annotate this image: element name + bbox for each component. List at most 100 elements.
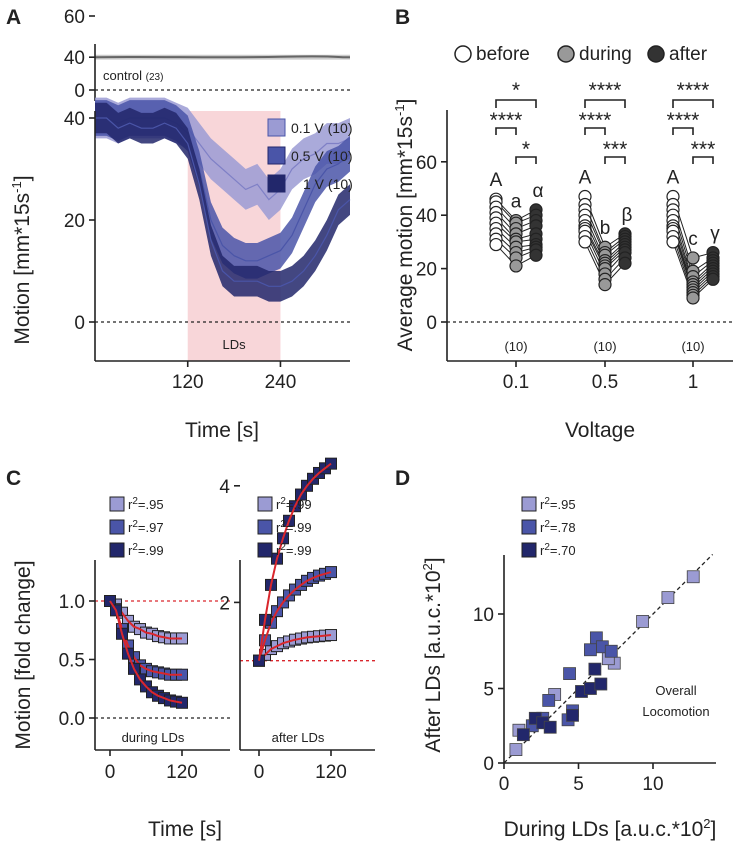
legend-swatch <box>267 118 286 137</box>
y-tick-label: 0.5 <box>59 651 85 672</box>
point-before <box>489 237 503 252</box>
point-before <box>578 235 592 249</box>
significance-during-after: *** <box>691 138 716 161</box>
legend-label: r2=.95 <box>540 496 576 512</box>
panel-c-label: C <box>6 467 21 490</box>
bracket-during-after <box>692 156 714 164</box>
bracket-during-after <box>604 156 626 164</box>
y-axis-label: After LDs [a.u.c.*102] <box>420 557 445 752</box>
legend-swatch <box>267 146 286 165</box>
n-label: (10) <box>681 339 704 354</box>
y-tick-label: 20 <box>416 260 437 281</box>
x-tick-label: 120 <box>166 762 198 783</box>
legend-label: after <box>669 44 708 65</box>
significance-before-after: **** <box>589 79 622 102</box>
group-letter: b <box>600 218 611 239</box>
group-letter: γ <box>710 224 720 245</box>
legend-swatch <box>521 519 537 535</box>
group-letter: β <box>622 205 633 226</box>
legend-marker <box>647 45 665 63</box>
panel-d-label: D <box>395 467 410 490</box>
fit-curve <box>258 634 332 662</box>
data-point <box>686 570 700 584</box>
legend-label: r2=.78 <box>540 519 576 535</box>
data-point <box>636 615 649 628</box>
data-point <box>584 643 597 657</box>
data-point <box>509 743 523 756</box>
x-tick-label: 0 <box>254 762 265 783</box>
legend-label: r2=.99 <box>128 542 164 558</box>
chart-a: 0 40 control (23) LDs 0 20 40 60 120 240 Time [s] M… <box>9 7 353 442</box>
legend-label: 1 V (10) <box>303 176 353 192</box>
subplot-label: during LDs <box>122 730 185 745</box>
legend-label: r2=.97 <box>128 519 164 535</box>
x-axis-label: Voltage <box>565 419 635 442</box>
group-letter: a <box>511 192 522 213</box>
legend-label: r2=.99 <box>276 542 312 558</box>
x-tick-label: 0 <box>499 774 510 795</box>
significance-before-during: **** <box>579 109 612 132</box>
point-after <box>618 256 632 270</box>
y-tick-label: 4 <box>219 477 230 498</box>
fit-curve <box>258 462 332 661</box>
y-tick-label: 40 <box>64 109 85 130</box>
x-tick-label: 240 <box>265 372 297 393</box>
line-1V <box>95 117 351 287</box>
legend-swatch <box>109 519 125 535</box>
data-point <box>588 662 602 676</box>
y-tick-label: 40 <box>416 206 437 227</box>
legend-swatch <box>521 496 537 512</box>
point-during <box>686 291 700 305</box>
y-tick-label: 60 <box>64 7 85 28</box>
group-letter: A <box>667 168 680 189</box>
legend-label: r2=.99 <box>276 519 312 535</box>
y-axis-label: Motion [fold change] <box>12 560 35 749</box>
x-axis-label: During LDs [a.u.c.*102] <box>504 816 717 841</box>
legend-label: during <box>579 44 632 65</box>
legend-marker <box>454 45 472 63</box>
band-1V <box>95 102 350 302</box>
chart-b: before during afterAaα******(10)Abβ*******… <box>392 44 733 442</box>
panel-b-label: B <box>395 6 410 29</box>
legend-label: before <box>476 44 530 65</box>
legend-label: r2=.70 <box>540 542 576 558</box>
significance-during-after: * <box>522 138 530 161</box>
point-during <box>509 259 523 273</box>
legend-label: 0.1 V (10) <box>291 120 352 136</box>
point-during <box>686 251 700 265</box>
significance-before-during: **** <box>667 109 700 132</box>
control-y-tick-label: 0 <box>74 81 85 102</box>
annotation-line-1: Overall <box>655 683 696 698</box>
bracket-before-after <box>672 99 714 108</box>
y-tick-label: 0.0 <box>59 709 85 730</box>
point-before <box>666 235 680 249</box>
data-point <box>516 728 530 742</box>
y-tick-label: 20 <box>64 211 85 232</box>
x-tick-label: 5 <box>573 774 584 795</box>
data-point <box>542 694 556 707</box>
control-line <box>94 55 351 59</box>
bracket-before-during <box>672 127 694 135</box>
legend-label: r2=.99 <box>276 496 312 512</box>
y-tick-label: 0 <box>426 313 437 334</box>
group-letter: α <box>533 181 544 202</box>
legend-swatch <box>521 542 537 558</box>
legend-label: 0.5 V (10) <box>291 148 352 164</box>
bracket-before-after <box>495 99 537 108</box>
chart-d: 00 5 5 10 10 r2=.95 r2=.78 r2=.70 Overall Locomot… <box>420 496 716 841</box>
ld-window-label: LDs <box>223 337 247 352</box>
bracket-before-during <box>495 127 517 135</box>
legend-swatch <box>257 542 273 558</box>
x-tick-label: 10 <box>642 774 663 795</box>
legend-marker <box>557 45 575 63</box>
data-point <box>661 591 675 605</box>
data-point <box>604 644 618 658</box>
significance-before-after: * <box>512 79 520 102</box>
significance-during-after: *** <box>603 138 628 161</box>
group-letter: A <box>579 168 592 189</box>
y-tick-label: 2 <box>219 593 230 614</box>
data-point <box>543 720 557 734</box>
x-tick-label: 1 <box>688 372 699 393</box>
significance-before-after: **** <box>677 79 710 102</box>
